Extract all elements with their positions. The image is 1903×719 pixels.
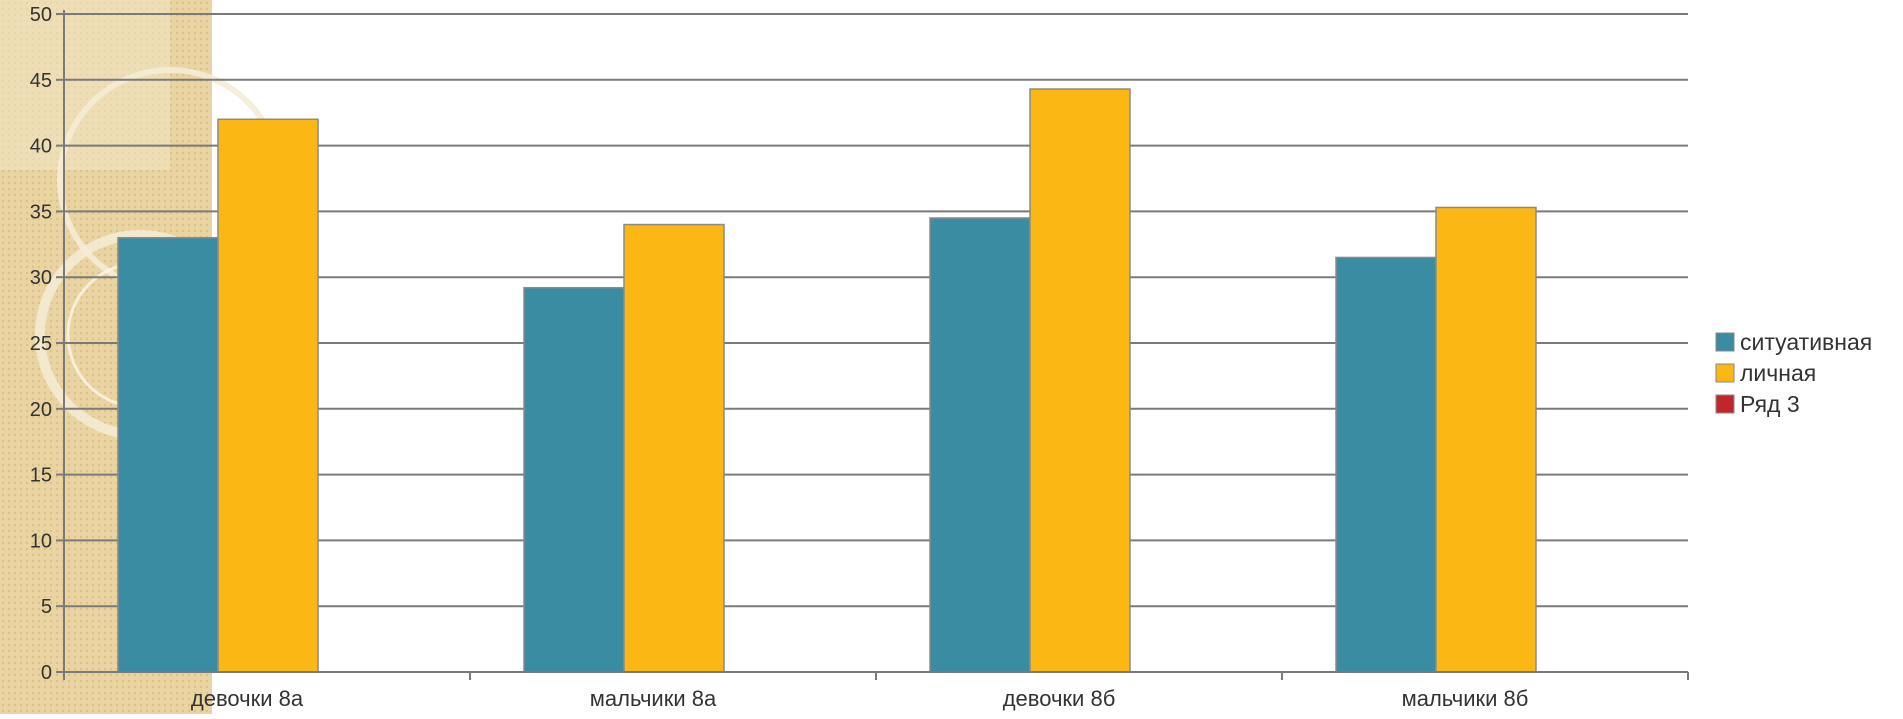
y-tick-label: 45 <box>30 70 52 92</box>
y-tick-label: 5 <box>41 596 52 618</box>
x-category-label: девочки 8б <box>1003 686 1116 711</box>
bar-personal-3 <box>1029 88 1131 673</box>
legend-swatch <box>1715 332 1735 352</box>
y-tick-label: 15 <box>30 465 52 487</box>
y-tick-label: 30 <box>30 267 52 289</box>
x-category-label: девочки 8а <box>191 686 304 711</box>
y-tick-label: 20 <box>30 399 52 421</box>
axes <box>56 10 1688 673</box>
legend-label: Ряд 3 <box>1740 391 1800 417</box>
bar-personal-1 <box>217 118 319 673</box>
y-tick-label: 40 <box>30 136 52 158</box>
x-category-label: мальчики 8б <box>1402 686 1529 711</box>
legend-label: ситуативная <box>1740 329 1872 355</box>
bar-personal-2 <box>623 223 725 673</box>
legend-swatch <box>1715 394 1735 414</box>
y-axis-ticks: 0 5 10 15 20 25 30 35 40 45 50 <box>30 4 64 684</box>
y-tick-label: 0 <box>41 662 52 684</box>
background-square <box>0 0 170 170</box>
x-category-label: мальчики 8а <box>590 686 717 711</box>
y-tick-label: 35 <box>30 201 52 223</box>
bar-personal-4 <box>1435 206 1537 673</box>
x-axis-ticks: девочки 8а мальчики 8а девочки 8б мальчики … <box>63 672 1689 711</box>
y-tick-label: 25 <box>30 333 52 355</box>
y-tick-label: 10 <box>30 530 52 552</box>
legend-swatch <box>1715 363 1735 383</box>
legend-label: личная <box>1740 360 1816 386</box>
bar-situational-3 <box>929 217 1031 673</box>
bar-situational-4 <box>1335 256 1437 673</box>
y-tick-label: 50 <box>30 4 52 26</box>
legend: ситуативная личная Ряд 3 <box>1715 329 1872 417</box>
bar-situational-1 <box>117 236 219 673</box>
bar-situational-2 <box>523 286 625 673</box>
bars <box>117 88 1537 673</box>
